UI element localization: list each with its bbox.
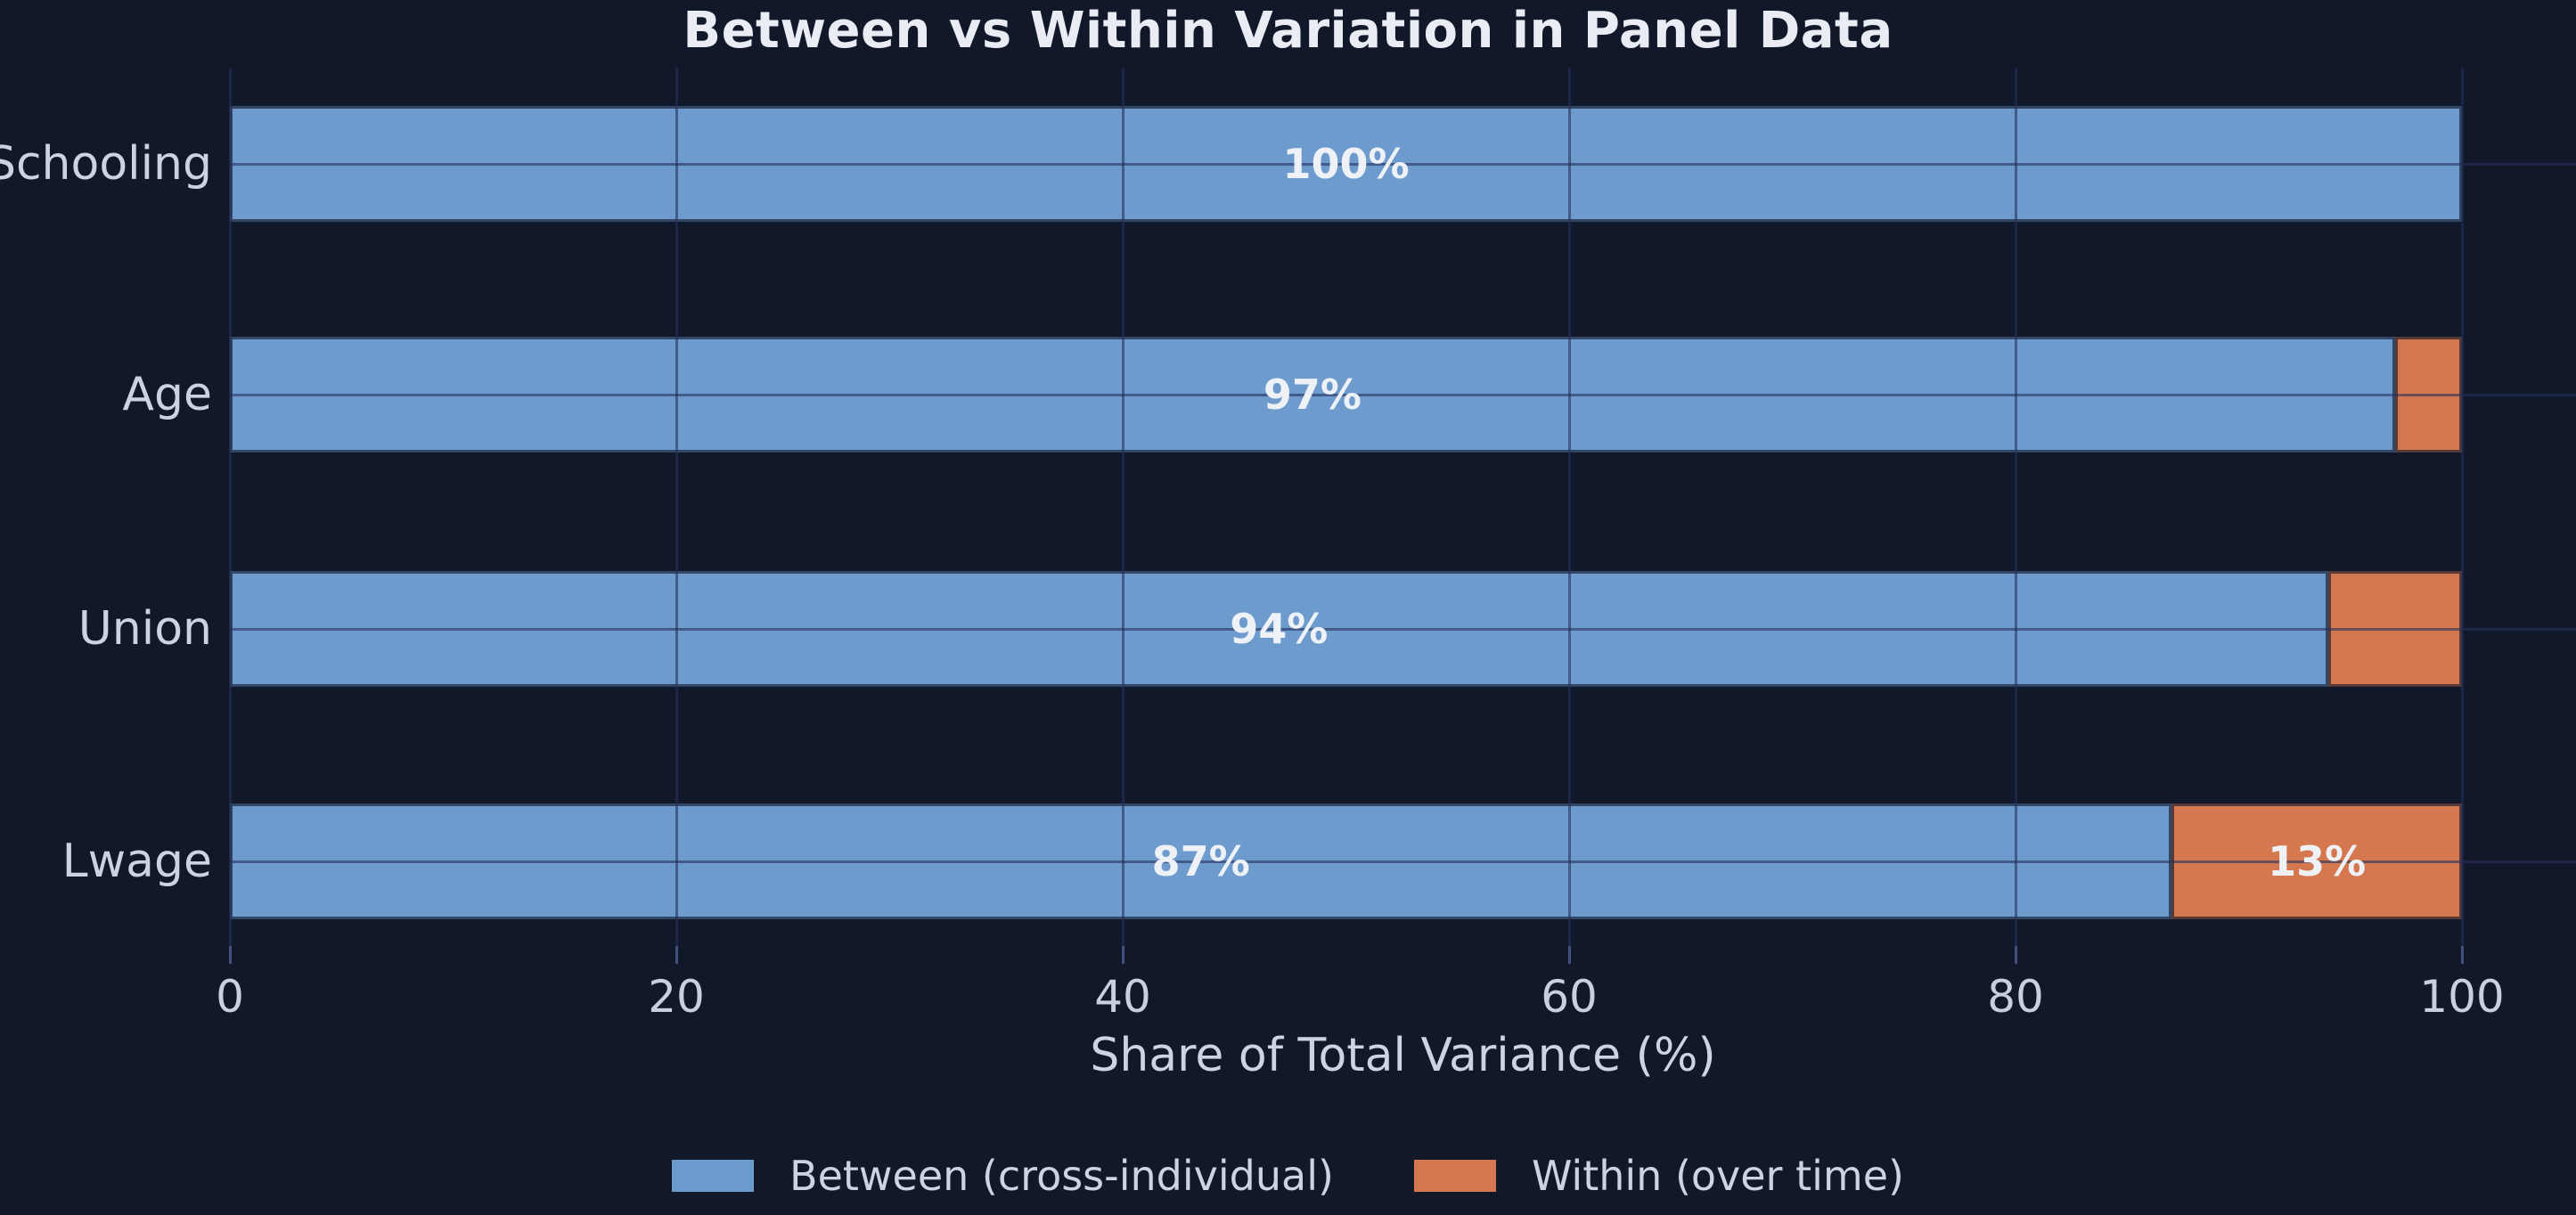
x-tick-label: 0: [216, 971, 244, 1023]
x-gridline: [675, 68, 678, 946]
chart-title: Between vs Within Variation in Panel Dat…: [683, 2, 1893, 60]
x-gridline: [1122, 68, 1124, 946]
y-category-label: Union: [78, 602, 212, 656]
x-tickmark: [1122, 946, 1124, 964]
bar-value-label-between: 94%: [1230, 605, 1329, 653]
x-tickmark: [2461, 946, 2464, 964]
x-tick-label: 60: [1541, 971, 1598, 1023]
x-tick-label: 100: [2419, 971, 2505, 1023]
x-gridline: [1568, 68, 1571, 946]
y-gridline: [230, 394, 2576, 396]
legend-swatch-between: [672, 1160, 755, 1192]
legend-swatch-within: [1413, 1160, 1496, 1192]
y-gridline: [230, 628, 2576, 631]
y-category-label: Lwage: [61, 835, 212, 888]
x-tick-label: 20: [648, 971, 705, 1023]
y-category-label: Age: [122, 368, 212, 421]
legend-label: Between (cross-individual): [789, 1152, 1334, 1200]
bar-value-label-between: 100%: [1282, 140, 1410, 188]
legend-label: Within (over time): [1531, 1152, 1904, 1200]
x-gridline: [2461, 68, 2464, 946]
x-tick-label: 80: [1987, 971, 2044, 1023]
x-tickmark: [2015, 946, 2017, 964]
legend: Between (cross-individual) Within (over t…: [0, 1152, 2576, 1200]
legend-item: Within (over time): [1413, 1152, 1904, 1200]
y-category-label: Schooling: [0, 137, 212, 191]
y-gridline: [230, 163, 2576, 166]
bar-value-label-between: 97%: [1263, 371, 1362, 419]
y-gridline: [230, 860, 2576, 863]
bar-value-label-within: 13%: [2268, 837, 2367, 885]
x-tickmark: [229, 946, 232, 964]
x-axis-title: Share of Total Variance (%): [1090, 1029, 1716, 1082]
x-gridline: [229, 68, 232, 946]
legend-item: Between (cross-individual): [672, 1152, 1334, 1200]
x-gridline: [2015, 68, 2017, 946]
x-tick-label: 40: [1094, 971, 1151, 1023]
x-tickmark: [1568, 946, 1571, 964]
bar-value-label-between: 87%: [1151, 837, 1250, 885]
x-tickmark: [675, 946, 678, 964]
